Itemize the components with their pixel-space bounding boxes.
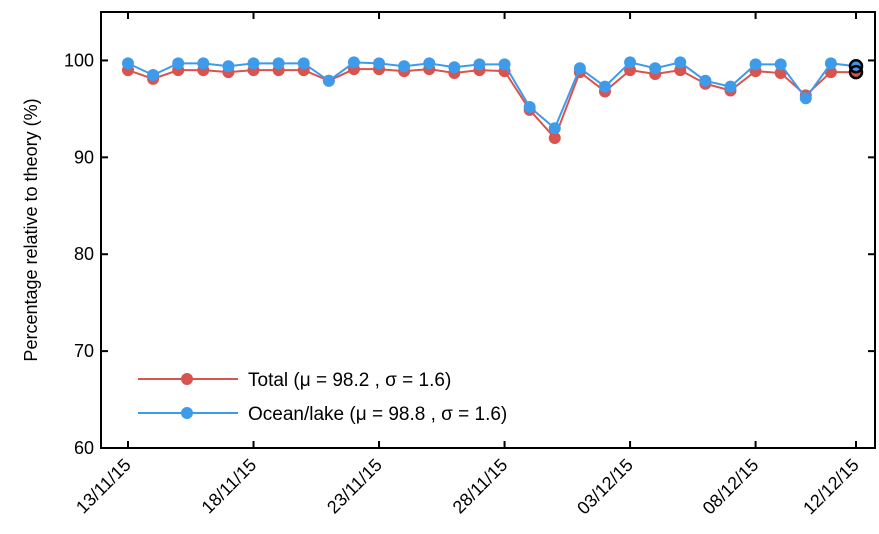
data-point (197, 57, 210, 70)
x-tick-label: 23/11/15 (323, 455, 386, 518)
data-point (548, 122, 561, 135)
data-point (272, 57, 285, 70)
data-point (172, 57, 185, 70)
series-total (122, 63, 862, 144)
data-point (373, 57, 386, 70)
x-tick-label: 13/11/15 (72, 455, 135, 518)
x-tick-label: 12/12/15 (799, 455, 863, 519)
data-point (473, 58, 486, 71)
y-tick-label: 80 (74, 244, 94, 264)
data-point (824, 57, 837, 70)
data-point (398, 60, 411, 73)
plot-frame (100, 11, 876, 449)
x-tick-label: 03/12/15 (573, 455, 637, 519)
data-point (598, 80, 611, 93)
legend-label-ocean-lake: Ocean/lake (μ = 98.8 , σ = 1.6) (248, 404, 507, 425)
y-tick-label: 70 (74, 341, 94, 361)
data-point (322, 74, 335, 87)
x-tick-label: 18/11/15 (198, 455, 261, 518)
legend-marker-ocean-lake (181, 407, 193, 419)
legend: Total (μ = 98.2 , σ = 1.6) Ocean/lake (μ… (138, 370, 507, 425)
final-point-outline (848, 64, 864, 80)
data-point (523, 100, 536, 113)
data-point (649, 62, 662, 75)
y-tick-label: 90 (74, 147, 94, 167)
x-tick-label: 28/11/15 (449, 455, 512, 518)
final-point-highlight (848, 59, 864, 80)
data-point (573, 62, 586, 75)
data-point (347, 56, 360, 69)
data-point (749, 58, 762, 71)
data-point (222, 60, 235, 73)
data-point (423, 57, 436, 70)
data-point (147, 68, 160, 81)
data-point (674, 56, 687, 69)
final-point-outline (848, 59, 864, 74)
data-point (498, 58, 511, 71)
y-axis-ticks: 60 70 80 90 100 (64, 50, 875, 458)
data-point (122, 57, 134, 70)
data-point (297, 57, 310, 70)
data-point (724, 80, 737, 93)
data-point (699, 74, 712, 87)
data-point (247, 57, 260, 70)
y-tick-label: 60 (74, 438, 94, 458)
x-axis-ticks: 13/11/15 18/11/15 23/11/15 28/11/15 03/12/15… (72, 12, 863, 518)
data-point (774, 58, 787, 71)
series-layer (122, 56, 864, 144)
series-line (127, 68, 856, 140)
y-axis-label: Percentage relative to theory (%) (21, 98, 41, 361)
y-tick-label: 100 (64, 50, 94, 70)
legend-marker-total (181, 373, 193, 385)
series-ocean-lake (122, 56, 862, 135)
data-point (448, 61, 461, 74)
data-point (799, 92, 812, 105)
data-point (548, 131, 561, 144)
data-point (624, 56, 637, 69)
x-tick-label: 08/12/15 (699, 455, 763, 519)
legend-label-total: Total (μ = 98.2 , σ = 1.6) (248, 370, 451, 391)
